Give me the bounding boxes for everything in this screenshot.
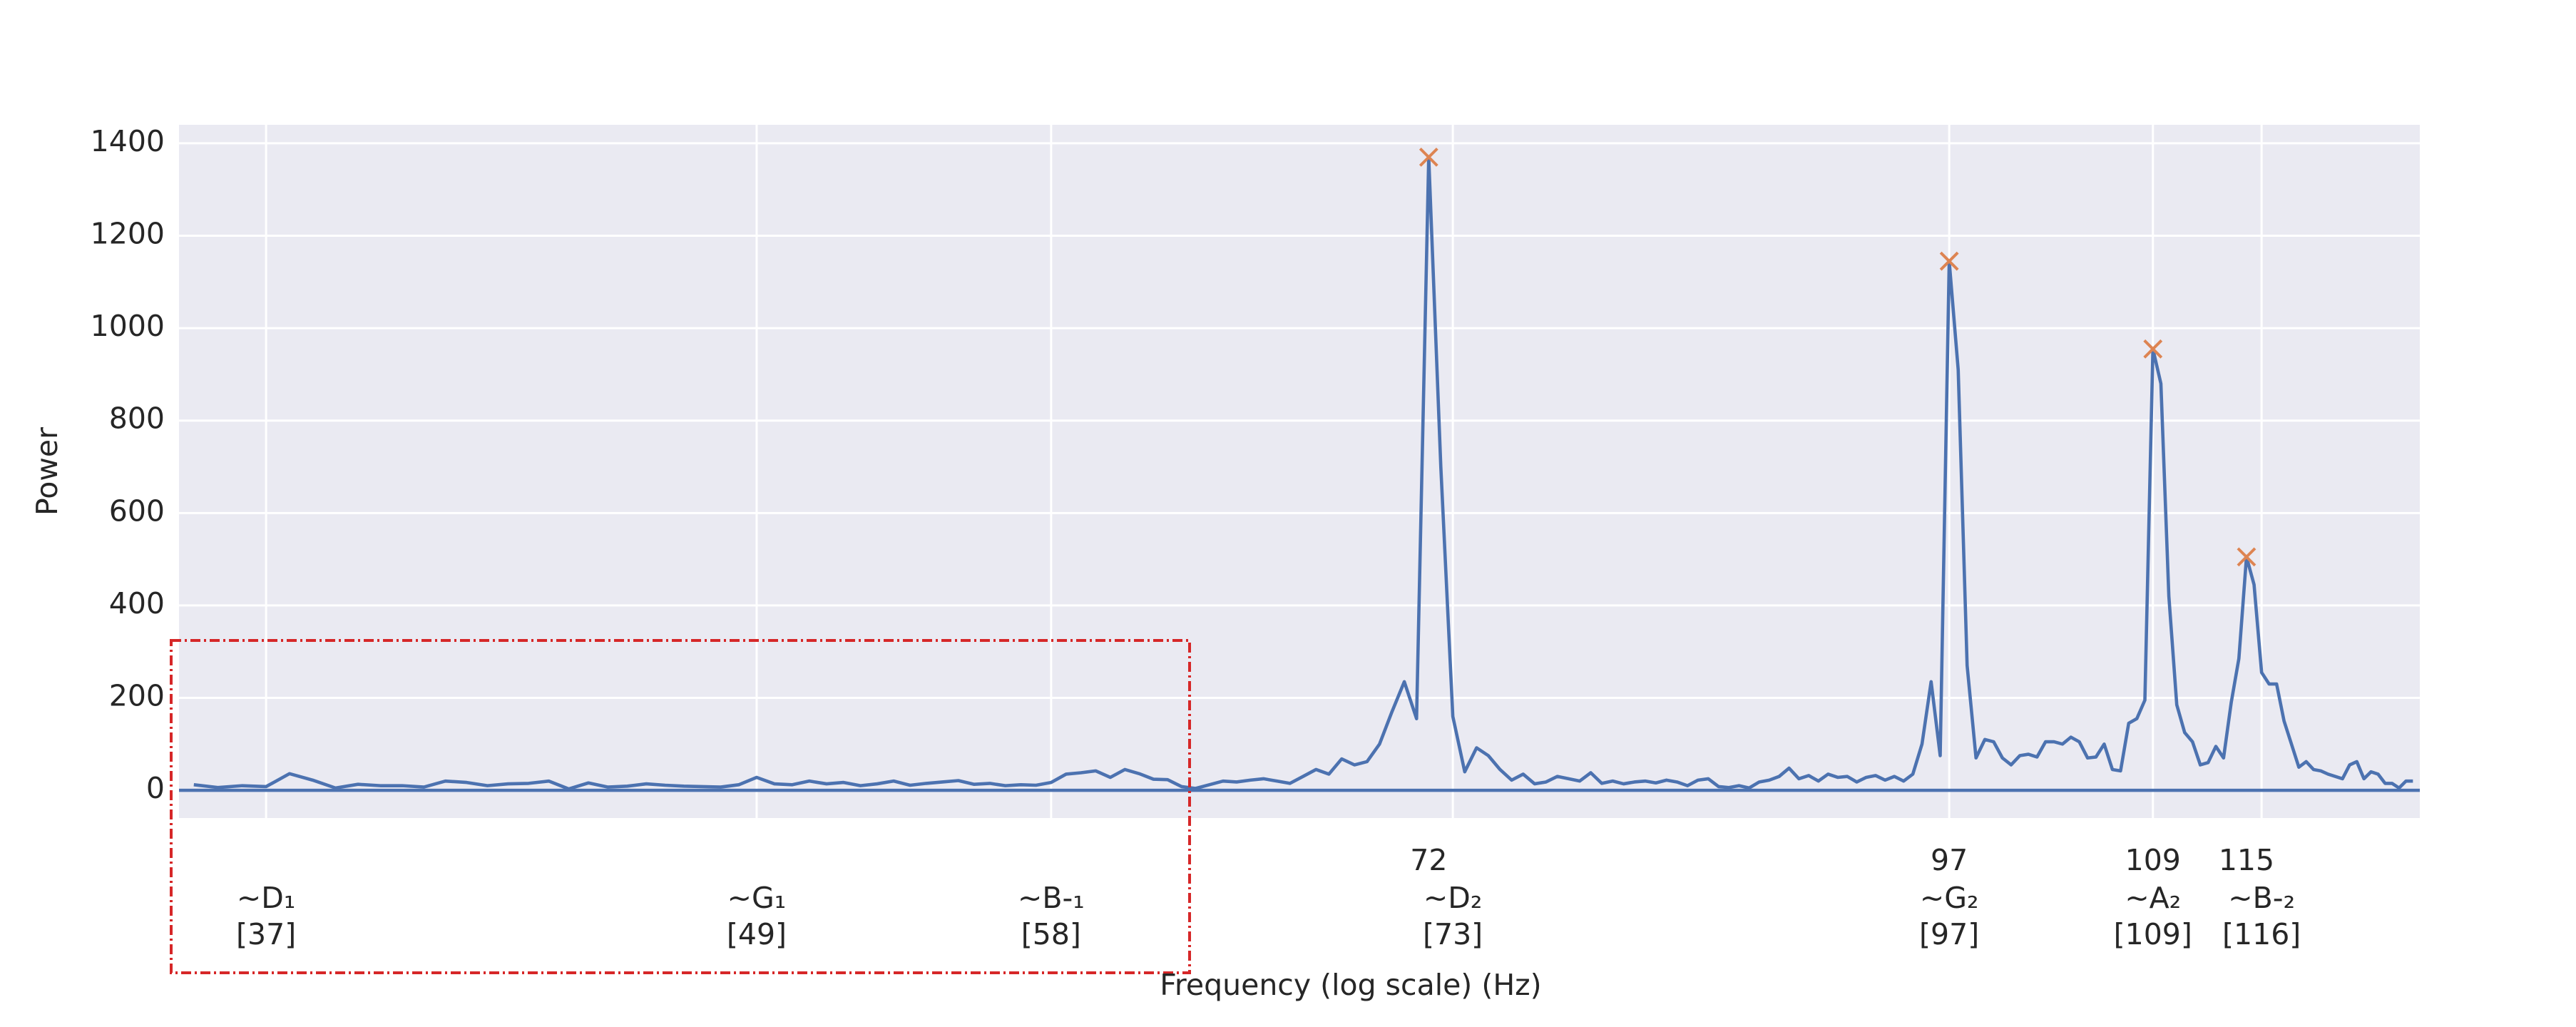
tick-label-line: ~B-₁ xyxy=(1018,881,1085,915)
x-tick-label: ~G₁ [49] xyxy=(727,881,787,951)
tick-label-line: ~D₂ xyxy=(1424,881,1482,915)
peak-label: 97 xyxy=(1931,843,1968,877)
y-tick-label: 200 xyxy=(109,679,165,713)
x-tick-label: ~D₁ [37] xyxy=(236,881,296,951)
y-tick-label: 800 xyxy=(109,402,165,436)
tick-label-line: ~G₁ xyxy=(727,881,787,915)
spectrum-line xyxy=(193,155,2413,791)
tick-label-line: ~D₁ xyxy=(237,881,295,915)
tick-label-line: ~A₂ xyxy=(2125,881,2181,915)
plot-background xyxy=(179,125,2420,818)
tick-label-line: [97] xyxy=(1919,917,1979,951)
y-tick-label: 400 xyxy=(109,586,165,620)
tick-label-line: [37] xyxy=(236,917,296,951)
y-tick-label: 600 xyxy=(109,494,165,528)
tick-label-line: ~G₂ xyxy=(1920,881,1979,915)
tick-label-line: [73] xyxy=(1423,917,1483,951)
y-tick-label: 1400 xyxy=(91,124,165,158)
peak-label: 109 xyxy=(2125,843,2181,877)
tick-label-line: ~B-₂ xyxy=(2228,881,2295,915)
peak-label: 115 xyxy=(2219,843,2274,877)
x-tick-label: ~B-₁ [58] xyxy=(1018,881,1085,951)
highlight-box xyxy=(170,639,1191,974)
tick-label-line: [109] xyxy=(2114,917,2192,951)
x-tick-label: ~B-₂ [116] xyxy=(2222,881,2301,951)
x-axis-label: Frequency (log scale) (Hz) xyxy=(1160,968,1541,1002)
tick-label-line: [58] xyxy=(1021,917,1081,951)
tick-label-line: [49] xyxy=(727,917,787,951)
peak-marker xyxy=(1419,147,1438,167)
tick-label-line: [116] xyxy=(2222,917,2301,951)
x-tick-label: ~A₂ [109] xyxy=(2114,881,2192,951)
marks xyxy=(179,147,2420,792)
y-tick-label: 1000 xyxy=(91,309,165,343)
peak-marker xyxy=(2143,339,2163,359)
x-tick-label: ~G₂ [97] xyxy=(1919,881,1979,951)
peak-label: 72 xyxy=(1410,843,1447,877)
y-tick-label: 1200 xyxy=(91,217,165,251)
grid xyxy=(179,125,2420,818)
y-tick-label: 0 xyxy=(146,771,165,805)
x-tick-label: ~D₂ [73] xyxy=(1423,881,1483,951)
peak-marker xyxy=(1939,251,1959,271)
peak-marker xyxy=(2237,547,2256,567)
y-axis-label: Power xyxy=(30,427,64,516)
